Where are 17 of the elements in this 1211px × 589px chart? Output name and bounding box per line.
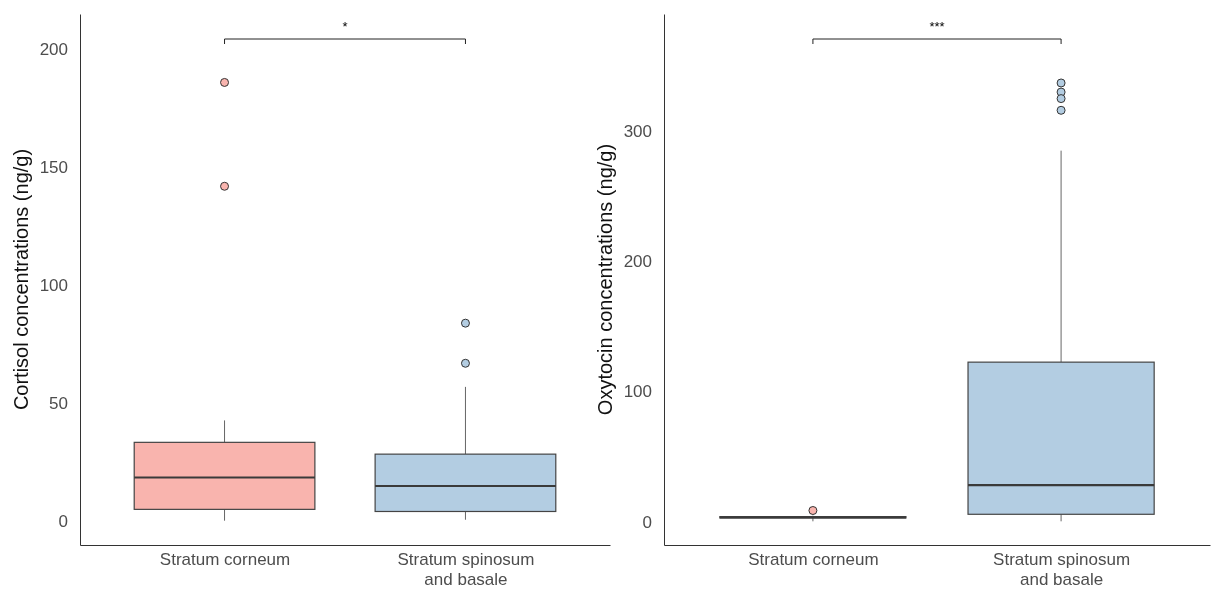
annotation: *: [342, 19, 348, 34]
y-tick-label: 200: [623, 252, 652, 272]
y-tick-label: 0: [58, 512, 68, 532]
y-axis-title: Cortisol concentrations (ng/g): [10, 148, 32, 411]
x-tick-label: Stratum corneum: [159, 550, 291, 569]
y-tick-label: 100: [39, 276, 68, 296]
y-tick-label: 50: [49, 394, 68, 414]
y-tick-label: 200: [39, 40, 68, 60]
x-tick-label: Stratum corneum: [748, 550, 879, 569]
x-tick-label: Stratum spinosum and basale: [397, 550, 535, 589]
y-tick-label: 300: [623, 122, 652, 142]
x-tick-label: Stratum spinosum and basale: [993, 550, 1131, 589]
y-tick-label: 0: [642, 512, 652, 532]
y-tick-label: 150: [39, 158, 68, 178]
annotation: ***: [929, 19, 945, 34]
y-tick-label: 100: [623, 382, 652, 402]
y-axis-title: Oxytocin concentrations (ng/g): [594, 143, 616, 416]
